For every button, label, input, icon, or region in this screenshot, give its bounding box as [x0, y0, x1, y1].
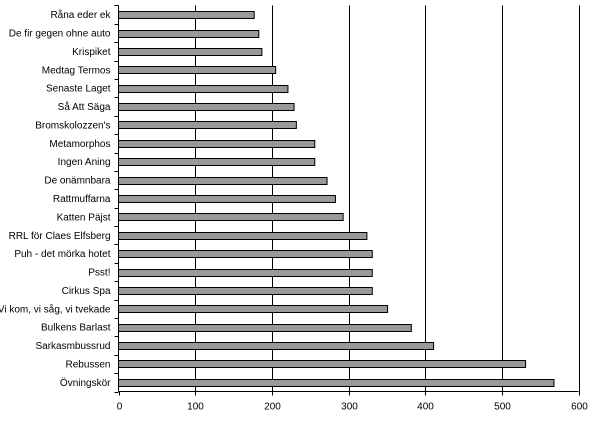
category-label: Sarkasmbussrud [35, 341, 110, 352]
category-label: Ingen Aning [58, 157, 111, 168]
bar [118, 287, 373, 295]
bar [118, 177, 328, 185]
category-label: De fir gegen ohne auto [9, 29, 111, 40]
x-tick-label: 500 [494, 402, 511, 413]
axes [114, 5, 580, 396]
x-tick-label: 100 [187, 402, 204, 413]
bar [118, 48, 263, 56]
category-label: Rattmuffarna [53, 194, 111, 205]
bar [118, 195, 336, 203]
bar [118, 269, 373, 277]
bar [118, 360, 527, 368]
bar [118, 250, 373, 258]
category-label: Psst! [88, 268, 110, 279]
bar [118, 121, 297, 129]
category-label: Senaste Laget [46, 84, 111, 95]
bar [118, 213, 344, 221]
bar [118, 158, 316, 166]
bar [118, 11, 255, 19]
category-label: Metamorphos [49, 139, 110, 150]
bar [118, 342, 435, 350]
category-label: De onämnbara [44, 176, 111, 187]
x-tick-label: 600 [571, 402, 588, 413]
bar [118, 85, 289, 93]
bar [118, 379, 555, 387]
category-label: Katten Päjst [57, 212, 111, 223]
bar [118, 140, 316, 148]
x-tick-label: 0 [117, 402, 123, 413]
category-label: Medtag Termos [42, 65, 111, 76]
category-label: Bulkens Barlast [41, 323, 111, 334]
category-label: Krispiket [72, 47, 111, 58]
category-label: RRL för Claes Elfsberg [9, 231, 111, 242]
category-label: Bromskolozzen's [35, 120, 110, 131]
x-tick-labels: 0 100 200 300 400 500 600 [117, 402, 589, 413]
bar [118, 232, 368, 240]
category-label: Vi kom, vi såg, vi tvekade [0, 303, 111, 315]
bar [118, 30, 260, 38]
category-labels: Råna eder ek De fir gegen ohne auto Krispi… [0, 9, 111, 389]
x-tick-label: 400 [417, 402, 434, 413]
category-label: Puh - det mörka hotet [14, 249, 110, 260]
bar [118, 103, 295, 111]
category-label: Rebussen [65, 359, 110, 370]
x-tick-label: 200 [264, 402, 281, 413]
bar [118, 305, 389, 313]
bar [118, 324, 412, 332]
x-tick-label: 300 [341, 402, 358, 413]
category-label: Övningskör [60, 377, 111, 389]
category-label: Cirkus Spa [62, 286, 111, 297]
bar [118, 66, 277, 74]
category-label: Så Att Säga [58, 101, 111, 113]
bars [118, 11, 555, 387]
category-label: Råna eder ek [50, 9, 111, 21]
